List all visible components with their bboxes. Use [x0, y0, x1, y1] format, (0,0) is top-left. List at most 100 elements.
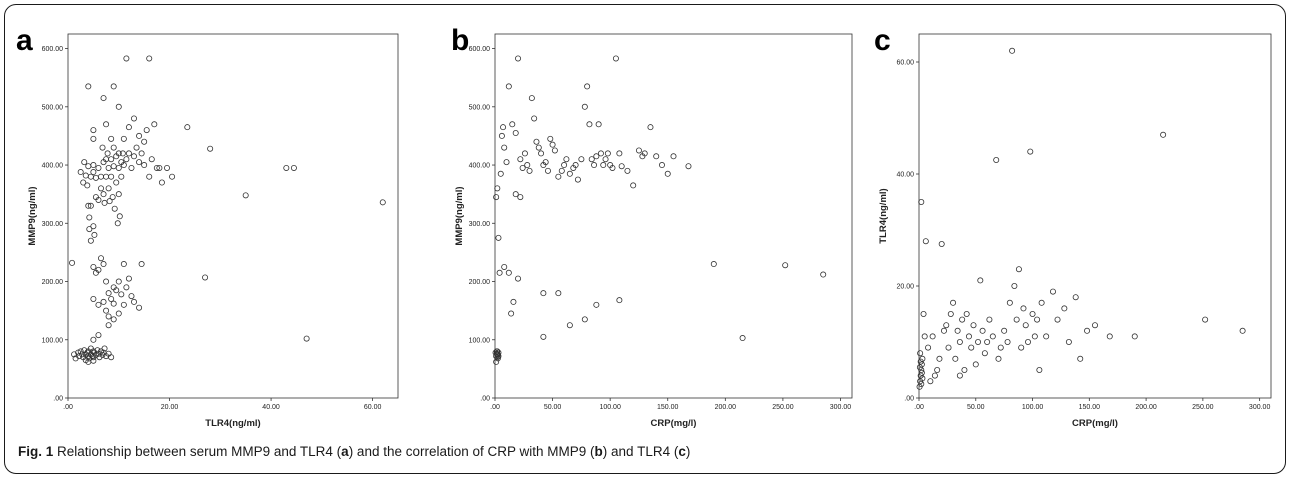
data-point [658, 162, 665, 169]
data-point [526, 167, 533, 174]
data-point [85, 202, 92, 209]
data-point [118, 291, 125, 298]
data-point [600, 162, 607, 169]
data-point [1025, 338, 1032, 345]
data-point [120, 261, 127, 268]
data-point [98, 185, 105, 192]
y-tick-label: .00 [904, 396, 914, 403]
data-point [989, 333, 996, 340]
data-point [105, 322, 112, 329]
data-point [128, 293, 135, 300]
data-point [1009, 47, 1016, 54]
y-tick-label: 60.00 [896, 60, 914, 67]
data-point [947, 310, 954, 317]
data-point [133, 144, 140, 151]
data-point [108, 295, 115, 302]
y-axis-label: MMP9(ng/ml) [454, 186, 465, 245]
data-point [572, 162, 579, 169]
x-tick-label: .00 [914, 404, 924, 411]
data-point [591, 162, 598, 169]
data-point [123, 284, 130, 291]
data-point [635, 147, 642, 154]
data-point [1061, 305, 1068, 312]
data-point [1202, 316, 1209, 323]
panel-c: c .00 20.00 40.00 60.00 .00 50.00 100.00 150.00 2… [874, 24, 1272, 429]
y-axis-label: MMP9(ng/ml) [27, 186, 38, 245]
x-tick-label: 50.00 [544, 404, 562, 411]
x-tick-label: 50.00 [967, 404, 985, 411]
data-point [105, 185, 112, 192]
plot-area-a [67, 33, 399, 399]
data-point [71, 351, 78, 358]
data-point [90, 357, 97, 364]
data-point [551, 147, 558, 154]
data-point [528, 95, 535, 102]
data-point [975, 338, 982, 345]
data-point [997, 344, 1004, 351]
data-point [641, 150, 648, 157]
data-point [101, 345, 108, 352]
data-point [1022, 322, 1029, 329]
data-point [952, 355, 959, 362]
data-point [1131, 333, 1138, 340]
data-point [820, 271, 827, 278]
data-point [110, 83, 117, 90]
data-point [496, 269, 503, 276]
data-point [503, 159, 510, 166]
data-point [1092, 322, 1099, 329]
data-point [158, 179, 165, 186]
data-point [113, 287, 120, 294]
data-point [959, 316, 966, 323]
data-point [515, 55, 522, 62]
data-point [141, 138, 148, 145]
data-point [917, 358, 924, 365]
data-point [104, 150, 111, 157]
data-point [602, 156, 609, 163]
data-point [972, 361, 979, 368]
data-point [535, 144, 542, 151]
data-point [242, 192, 249, 199]
data-point [1072, 294, 1079, 301]
data-point [961, 366, 968, 373]
data-point [508, 310, 515, 317]
data-point [125, 275, 132, 282]
data-point [1011, 282, 1018, 289]
data-point [141, 162, 148, 169]
data-point [103, 278, 110, 285]
data-point [1160, 131, 1167, 138]
data-point [934, 366, 941, 373]
data-point [202, 274, 209, 281]
data-point [495, 349, 502, 356]
data-point [1029, 310, 1036, 317]
caption-text-4: ) [685, 444, 691, 459]
data-point [114, 220, 121, 227]
data-point [549, 141, 556, 148]
data-point [90, 162, 97, 169]
x-axis-label: TLR4(ng/ml) [205, 418, 260, 429]
data-point [1239, 327, 1246, 334]
data-point [561, 162, 568, 169]
data-point [116, 213, 123, 220]
data-point [630, 182, 637, 189]
data-point [531, 115, 538, 122]
data-point [739, 335, 746, 342]
data-point [108, 135, 115, 142]
data-point [929, 333, 936, 340]
data-point [597, 150, 604, 157]
data-point [146, 173, 153, 180]
data-point [303, 335, 310, 342]
y-tick-label: 300.00 [42, 221, 64, 228]
data-point [984, 338, 991, 345]
x-tick-label: 150.00 [1079, 404, 1101, 411]
data-point [106, 198, 113, 205]
data-point [1034, 316, 1041, 323]
data-point [77, 348, 84, 355]
data-point [563, 156, 570, 163]
data-point [138, 261, 145, 268]
data-point [103, 307, 110, 314]
data-point [921, 333, 928, 340]
data-point [936, 355, 943, 362]
data-point [931, 372, 938, 379]
data-point [77, 169, 84, 176]
x-tick-label: 300.00 [1249, 404, 1271, 411]
